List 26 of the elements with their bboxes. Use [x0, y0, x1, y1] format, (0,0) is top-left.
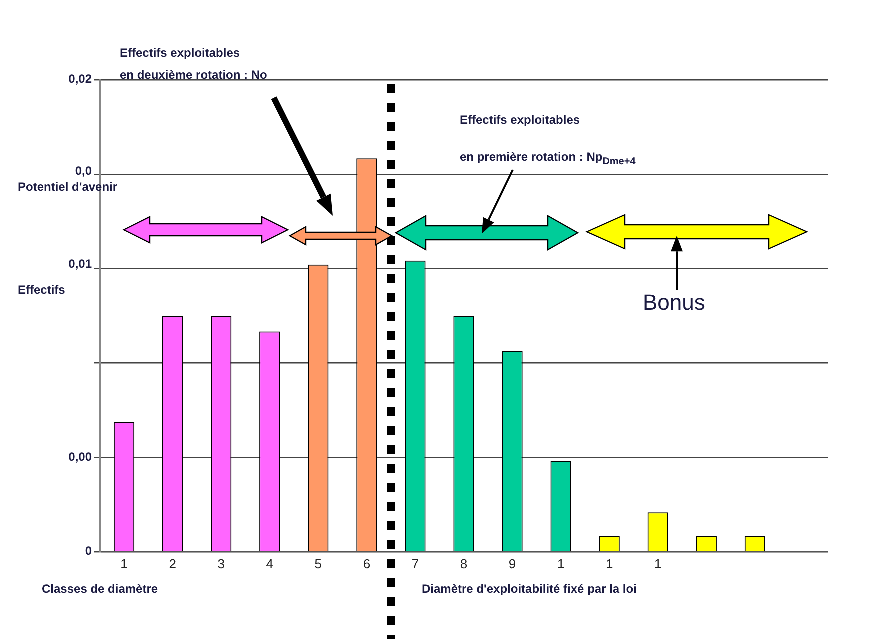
text: en deuxième rotation : No: [119, 68, 268, 82]
x-tick-label: 7: [412, 556, 420, 572]
y-axis-title: Effectifs: [17, 283, 66, 297]
x-tick-label: 4: [266, 556, 274, 572]
annotation: Potentiel d'avenir: [17, 180, 119, 194]
text: 0,0: [74, 164, 93, 178]
x-tick-label: 3: [218, 556, 225, 572]
text: Diamètre d'exploitabilité fixé par la loi: [420, 582, 639, 596]
x-tick-label: 1: [557, 556, 565, 572]
text: Effectifs exploitables: [459, 113, 582, 127]
x-tick-label: 8: [460, 556, 468, 572]
x-tick-label: 5: [314, 556, 322, 572]
x-tick-label: 9: [508, 556, 516, 572]
text: 0,02: [68, 72, 93, 86]
text: Effectifs exploitables: [119, 46, 242, 60]
annotation: en première rotation : Np$_{Dme+4}$: [458, 150, 638, 168]
text: 0,01: [68, 257, 93, 271]
x-tick-label: 2: [169, 556, 176, 572]
x-tick-label: 6: [363, 556, 371, 572]
x-tick-label: 1: [606, 556, 614, 572]
text: 0,00: [68, 450, 93, 464]
x-tick-label: 1: [120, 556, 128, 572]
x-tick-label: 1: [654, 556, 662, 572]
annotation: Bonus: [641, 290, 708, 316]
text: 0: [84, 544, 93, 558]
x-axis-title: Classes de diamètre: [40, 582, 160, 596]
